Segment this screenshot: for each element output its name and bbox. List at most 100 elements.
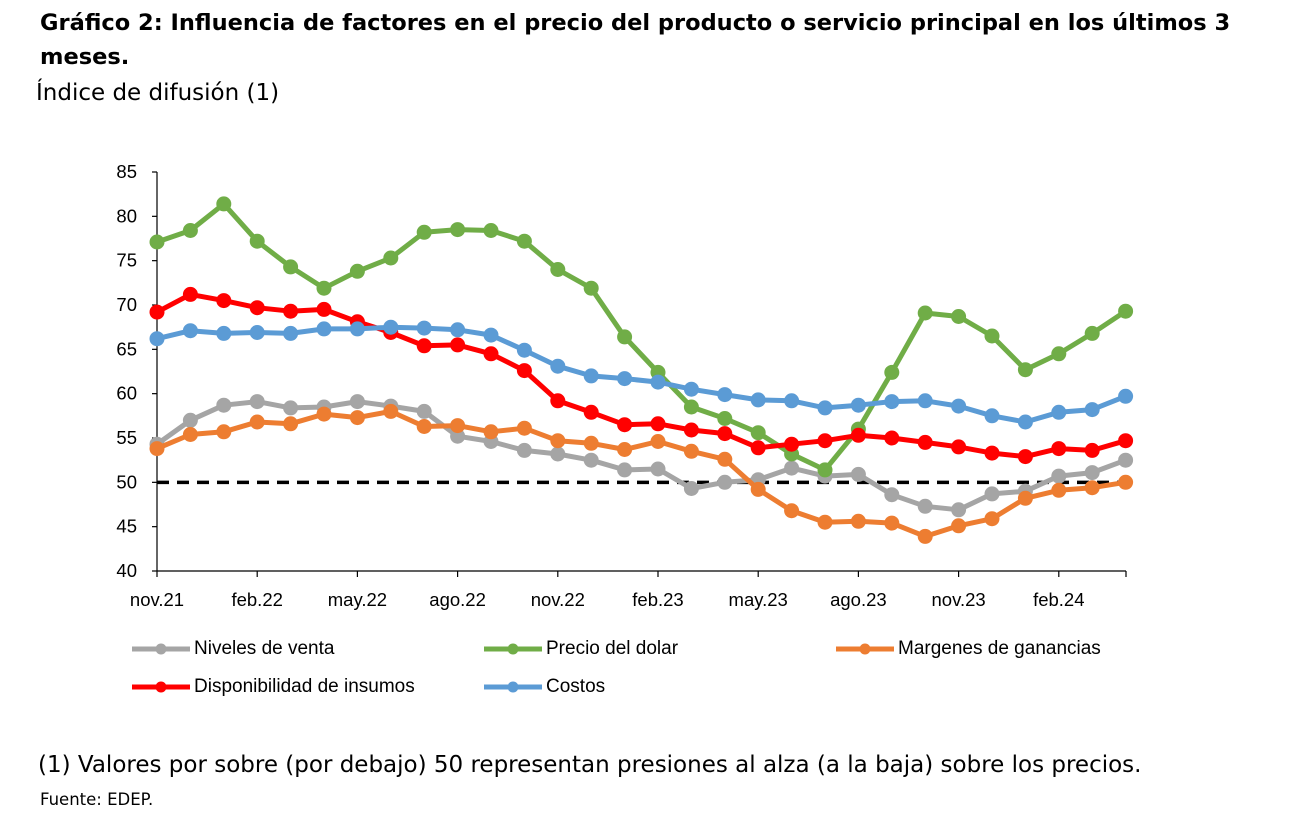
- data-point: [984, 408, 1000, 424]
- legend-swatch-margenes-de-ganancias: [836, 643, 894, 655]
- data-point: [216, 424, 232, 440]
- series-layer: [149, 196, 1134, 544]
- data-point: [617, 462, 633, 478]
- data-point: [817, 400, 833, 416]
- data-point: [617, 442, 633, 457]
- data-point: [1118, 433, 1134, 449]
- legend-label-precio-del-dolar: Precio del dolar: [546, 638, 679, 659]
- data-point: [450, 222, 466, 238]
- data-point: [984, 445, 1000, 461]
- data-point: [850, 427, 866, 443]
- data-point: [951, 309, 967, 324]
- data-point: [249, 394, 265, 410]
- series-line-disponibilidad-de-insumos: [154, 291, 1129, 460]
- data-point: [683, 381, 699, 397]
- data-point: [283, 303, 299, 319]
- chart-title: Gráfico 2: Influencia de factores en el …: [40, 10, 1231, 70]
- data-point: [283, 259, 299, 275]
- x-tick-label: ago.22: [429, 589, 486, 610]
- data-point: [850, 397, 866, 413]
- data-point: [383, 319, 399, 335]
- data-point: [650, 416, 666, 432]
- chart-subtitle: Índice de difusión (1): [36, 80, 280, 106]
- data-point: [1017, 362, 1033, 378]
- data-point: [951, 398, 967, 414]
- data-point: [550, 446, 566, 462]
- data-point: [483, 327, 499, 343]
- data-point: [483, 346, 499, 362]
- data-point: [683, 399, 699, 415]
- data-point: [1051, 441, 1067, 457]
- data-point: [149, 331, 165, 347]
- data-point: [182, 286, 198, 302]
- x-tick-label: feb.23: [632, 589, 683, 610]
- data-point: [750, 440, 766, 456]
- data-point: [550, 433, 566, 449]
- data-point: [349, 394, 365, 410]
- data-point: [717, 474, 733, 490]
- data-point: [283, 325, 299, 341]
- data-point: [249, 325, 265, 340]
- data-point: [884, 430, 900, 446]
- y-tick-label: 80: [116, 205, 137, 226]
- data-point: [717, 451, 733, 467]
- legend-swatch-disponibilidad-de-insumos: [132, 681, 190, 693]
- data-point: [249, 233, 265, 249]
- footnote: (1) Valores por sobre (por debajo) 50 re…: [38, 752, 1142, 778]
- data-point: [717, 411, 733, 426]
- data-point: [1051, 468, 1067, 484]
- data-point: [450, 322, 466, 338]
- data-point: [683, 481, 699, 496]
- data-point: [650, 461, 666, 477]
- line-chart: 40 45 50 55 60 65 70 75 80 85 nov.21 feb.22 may.22 a…: [116, 161, 1134, 610]
- data-point: [149, 441, 165, 457]
- data-point: [784, 393, 800, 409]
- data-point: [984, 511, 1000, 527]
- y-tick-label: 40: [116, 560, 137, 581]
- y-tick-label: 65: [116, 338, 137, 359]
- data-point: [182, 412, 198, 428]
- data-point: [784, 503, 800, 519]
- legend-label-costos: Costos: [546, 676, 606, 697]
- data-point: [349, 263, 365, 279]
- data-point: [650, 434, 666, 449]
- legend-label-disponibilidad-de-insumos: Disponibilidad de insumos: [194, 676, 415, 697]
- data-point: [416, 419, 432, 434]
- y-tick-label: 45: [116, 516, 137, 537]
- data-point: [349, 321, 365, 337]
- data-point: [1017, 414, 1033, 430]
- data-point: [784, 436, 800, 452]
- data-point: [216, 325, 232, 341]
- data-point: [1051, 482, 1067, 498]
- data-point: [617, 371, 633, 387]
- data-point: [617, 329, 633, 345]
- data-point: [1051, 404, 1067, 420]
- x-tick-label: nov.23: [932, 589, 986, 610]
- data-point: [717, 426, 733, 442]
- data-point: [750, 392, 766, 408]
- data-point: [483, 424, 499, 440]
- y-tick-label: 75: [116, 250, 137, 271]
- series-disponibilidad-de-insumos: [149, 286, 1134, 465]
- legend-swatch-precio-del-dolar: [484, 643, 542, 655]
- legend-item-niveles-de-venta: Niveles de venta: [130, 638, 334, 660]
- data-point: [149, 304, 165, 320]
- data-point: [917, 434, 933, 450]
- source-note: Fuente: EDEP.: [40, 790, 154, 809]
- data-point: [917, 528, 933, 544]
- data-point: [216, 397, 232, 413]
- data-point: [717, 387, 733, 403]
- data-point: [216, 293, 232, 309]
- data-point: [516, 442, 532, 458]
- x-tick-label: nov.22: [531, 589, 585, 610]
- data-point: [450, 418, 466, 434]
- data-point: [1017, 490, 1033, 506]
- data-point: [984, 328, 1000, 344]
- data-point: [1084, 465, 1100, 481]
- data-point: [416, 224, 432, 240]
- data-point: [182, 427, 198, 442]
- data-point: [1084, 402, 1100, 418]
- data-point: [917, 498, 933, 514]
- data-point: [516, 420, 532, 436]
- data-point: [416, 338, 432, 354]
